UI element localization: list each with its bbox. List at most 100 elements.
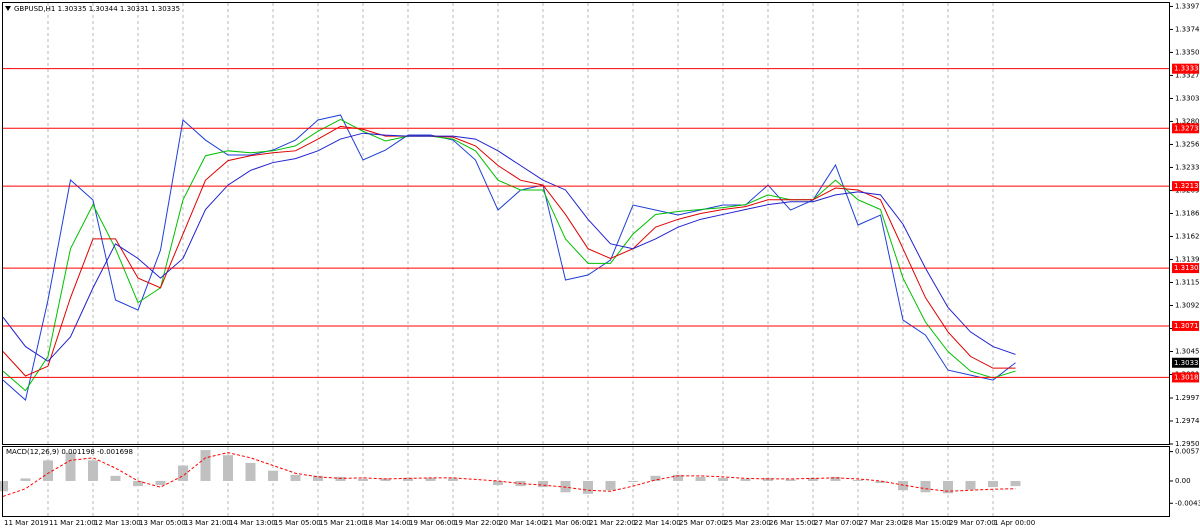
level-label: 1.33339 [1174,65,1200,73]
y-tick-label: 1.30920 [1175,301,1200,309]
x-tick-label: 12 Mar 13:00 [94,519,141,527]
x-tick-label: 21 Mar 06:00 [544,519,591,527]
macd-bar [0,480,8,492]
macd-bar [628,480,638,482]
macd-bar [560,480,571,493]
y-tick-label: 1.31390 [1175,255,1200,263]
y-tick-label: 1.30450 [1175,347,1200,355]
macd-bar [875,480,886,484]
y-tick-label: 1.32800 [1175,117,1200,125]
y-tick-label: 0.005702 [1175,448,1200,456]
macd-bar [830,476,841,481]
macd-bar [155,480,166,486]
macd-bar [695,476,706,481]
macd-bar [965,480,976,490]
macd-bar [920,480,931,493]
level-label-box [1172,263,1199,274]
y-tick-label: 1.31860 [1175,209,1200,217]
macd-bar [583,480,593,494]
macd-bar [110,475,121,481]
macd-bar [133,480,143,487]
macd-bar [785,479,796,481]
level-label-box [1172,372,1199,383]
macd-bar [178,465,188,481]
macd-bar [673,474,683,481]
title-icon [5,6,11,11]
level-label: 1.30185 [1174,373,1200,381]
x-tick-label: 1 Apr 00:00 [994,519,1035,527]
y-tick-label: 1.33740 [1175,25,1200,33]
x-tick-label: 19 Mar 22:00 [454,519,501,527]
macd-bar [650,475,661,481]
price-line [2,114,1016,401]
x-tick-label: 15 Mar 21:00 [319,519,366,527]
macd-title: MACD(12,26,9) 0.001198 -0.001698 [6,448,133,456]
x-tick-label: 28 Mar 15:00 [904,519,951,527]
level-label-box [1172,320,1199,331]
y-tick-label: 1.29975 [1175,394,1200,402]
y-tick-label: 1.33505 [1175,48,1200,56]
macd-bar [740,478,751,481]
x-tick-label: 13 Mar 05:00 [139,519,186,527]
x-tick-label: 27 Mar 07:00 [814,519,861,527]
x-tick-label: 20 Mar 14:00 [499,519,546,527]
macd-bar [1010,480,1021,487]
y-tick-label: 1.32330 [1175,163,1200,171]
macd-bar [425,477,436,481]
macd-bar [380,478,391,481]
macd-bar [538,480,548,488]
macd-bar [448,478,458,481]
data-layer [0,68,1170,497]
x-tick-label: 19 Mar 06:00 [409,519,456,527]
macd-bar [988,480,998,488]
main-panel-frame [2,2,1170,445]
price-line [2,118,1016,392]
grid-layer [47,3,1173,516]
macd-bar [718,477,728,481]
x-tick-label: 15 Mar 05:00 [274,519,321,527]
macd-bar [313,475,323,481]
x-tick-label: 18 Mar 14:00 [364,519,411,527]
macd-bar [853,479,863,481]
level-label-box [1172,123,1199,134]
price-line [2,125,1016,377]
macd-panel-frame [2,446,1170,517]
x-tick-label: 25 Mar 07:00 [679,519,726,527]
macd-bar [808,477,818,481]
level-label-box [1172,181,1199,192]
y-tick-label: -0.004325 [1175,499,1200,507]
level-label: 1.32730 [1174,124,1200,132]
label-layer: 1.33975 1.33740 1.33505 1.33270 1.33035 1.328… [4,2,1200,527]
y-tick-label: 1.29740 [1175,417,1200,425]
macd-bar [223,455,233,481]
x-tick-label: 26 Mar 15:00 [769,519,816,527]
y-tick-label: 1.33270 [1175,71,1200,79]
macd-bar [943,480,953,494]
y-tick-label: 1.31625 [1175,232,1200,240]
chart-title: GBPUSD,H1 1.30335 1.30344 1.30331 1.3033… [14,5,180,13]
x-tick-label: 11 Mar 2019 [4,519,48,527]
last-price-label: 1.30335 [1174,359,1200,367]
level-label-box [1172,63,1199,74]
last-price-box [1172,357,1199,368]
x-tick-label: 27 Mar 23:00 [859,519,906,527]
macd-bar [43,460,53,481]
macd-bar [335,476,346,481]
x-tick-label: 22 Mar 14:00 [634,519,681,527]
y-tick-label: 1.33035 [1175,94,1200,102]
x-tick-label: 21 Mar 22:00 [589,519,636,527]
y-tick-label: 1.31155 [1175,278,1200,286]
y-tick-label: 1.32565 [1175,140,1200,148]
macd-bar [268,470,278,481]
macd-bar [493,480,503,486]
y-tick-label: 1.29505 [1175,440,1200,448]
y-tick-label: 0.00 [1175,477,1191,485]
x-tick-label: 25 Mar 23:00 [724,519,771,527]
macd-bar [290,474,301,481]
macd-bar [403,477,413,481]
level-label: 1.32139 [1174,182,1200,190]
x-tick-label: 11 Mar 21:00 [49,519,96,527]
